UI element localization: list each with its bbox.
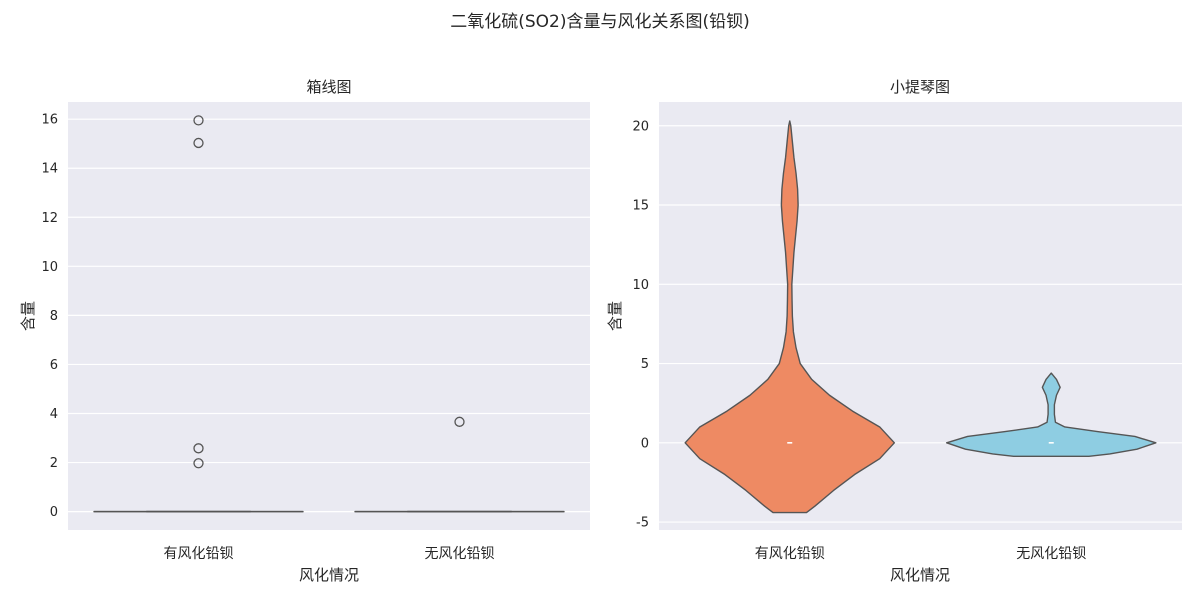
figure-title: 二氧化硫(SO2)含量与风化关系图(铅钡)	[450, 12, 750, 32]
violin-title: 小提琴图	[890, 78, 950, 96]
x-tick-label: 有风化铅钡	[164, 546, 234, 562]
y-tick-label: 5	[641, 357, 649, 372]
boxplot-y-tick-labels: 0 2 4 6 8 10 12 14 16	[41, 113, 58, 520]
y-tick-label: 14	[41, 162, 58, 177]
y-tick-label: 15	[632, 199, 649, 214]
y-tick-label: 0	[50, 505, 58, 520]
boxplot-x-tick-labels: 有风化铅钡 无风化铅钡	[164, 546, 495, 562]
violin-x-axis-label: 风化情况	[890, 566, 950, 584]
boxplot-panel: 0 2 4 6 8 10 12 14 16 有风化铅钡 无风化铅钡 箱线图 风化情况 含量	[19, 78, 590, 584]
boxplot-title: 箱线图	[306, 78, 351, 96]
y-tick-label: 16	[41, 113, 58, 128]
y-tick-label: 10	[632, 278, 649, 293]
y-tick-label: 2	[50, 456, 58, 471]
x-tick-label: 有风化铅钡	[755, 546, 825, 562]
violin-x-tick-labels: 有风化铅钡 无风化铅钡	[755, 546, 1087, 562]
y-tick-label: -5	[636, 516, 649, 531]
x-tick-label: 无风化铅钡	[1016, 546, 1086, 562]
x-tick-label: 无风化铅钡	[425, 546, 495, 562]
y-tick-label: 6	[50, 358, 58, 373]
boxplot-y-axis-label: 含量	[19, 301, 37, 331]
violin-y-tick-labels: -5 0 5 10 15 20	[632, 119, 649, 530]
y-tick-label: 0	[641, 436, 649, 451]
violin-panel: -5 0 5 10 15 20 有风化铅钡 无风化铅钡 小提琴图 风化情况 含量	[606, 78, 1182, 584]
y-tick-label: 4	[50, 407, 58, 422]
y-tick-label: 10	[41, 260, 58, 275]
y-tick-label: 20	[632, 119, 649, 134]
violin-y-axis-label: 含量	[606, 301, 624, 331]
y-tick-label: 8	[50, 309, 58, 324]
y-tick-label: 12	[41, 211, 58, 226]
boxplot-plot-area	[68, 102, 590, 530]
boxplot-x-axis-label: 风化情况	[299, 566, 359, 584]
